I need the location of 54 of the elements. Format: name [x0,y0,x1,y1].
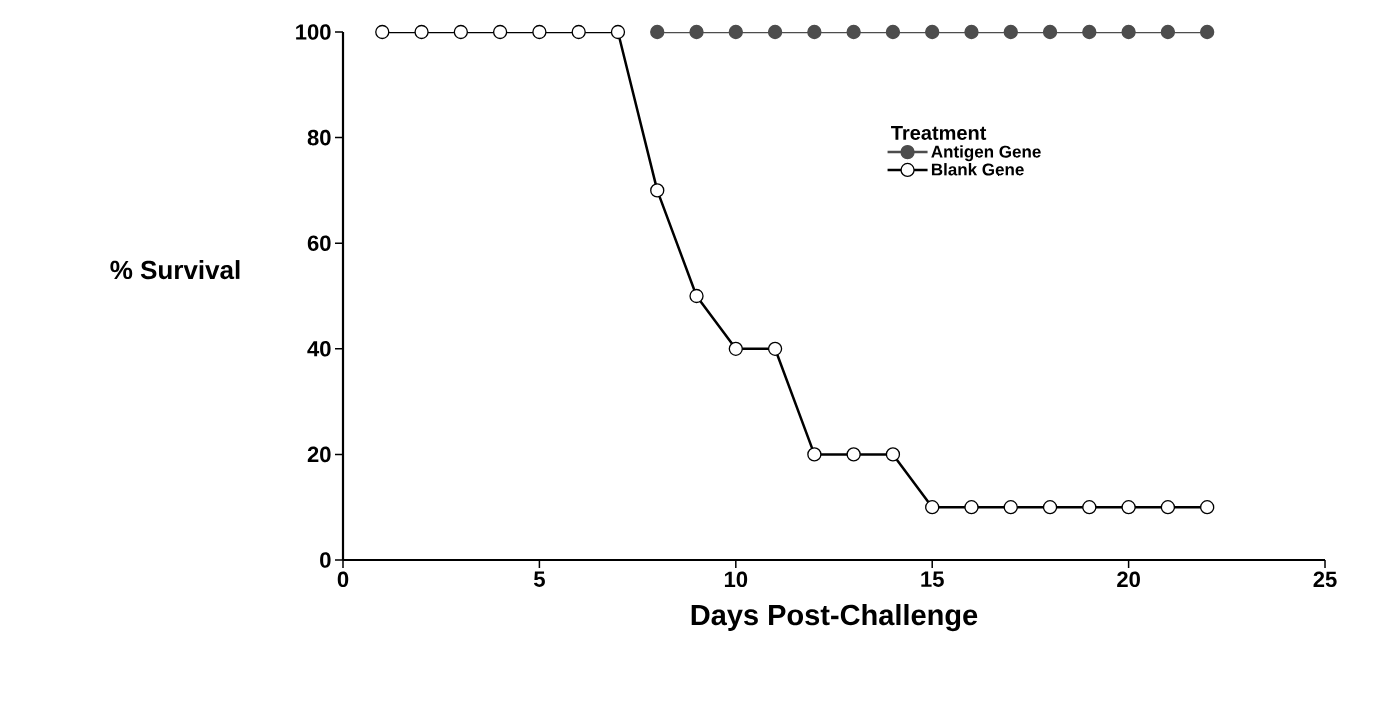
x-tick-label: 20 [1117,571,1140,588]
point [453,24,468,40]
x-tick-label: 10 [724,571,748,588]
point [1160,500,1176,515]
point [1082,24,1097,40]
point [375,24,390,40]
y-axis-title: % Survival [110,260,240,280]
x-tick-label: 15 [921,571,944,587]
point [885,24,901,40]
point [689,288,704,304]
legend-title: Treatment [891,125,987,140]
point [610,24,626,40]
x-axis-title: Days Post-Challenge [691,603,978,632]
point [1121,500,1136,515]
point [964,500,979,515]
point [1200,24,1215,40]
x-tick-label: 25 [1313,571,1337,588]
y-tick-label: 0 [320,552,331,568]
x-tick-label: 0 [337,571,349,588]
y-tick-label: 100 [296,24,331,40]
point [1121,24,1136,40]
point [1042,500,1058,515]
point [1160,24,1176,40]
point [728,341,743,356]
point [846,24,861,40]
point [650,183,665,198]
point [1003,24,1018,40]
point [1082,500,1097,515]
legend-label: Antigen Gene [931,145,1041,162]
point [492,24,508,40]
point [1042,24,1058,40]
legend-label: Blank Gene [931,163,1024,176]
point [767,24,783,40]
point [1200,500,1215,515]
point [532,24,547,40]
point [925,24,940,40]
point [807,447,822,462]
point [414,24,429,40]
y-tick-label: 80 [307,129,331,146]
point [728,24,743,40]
point [1003,500,1018,515]
point [571,24,586,40]
y-tick-label: 40 [307,341,331,357]
point [650,24,665,40]
point [767,341,783,356]
y-tick-label: 20 [307,446,331,463]
point [964,24,979,40]
y-tick-label: 60 [307,235,331,251]
point [807,24,822,40]
point [689,24,704,40]
x-tick-label: 5 [533,571,545,587]
point [925,500,940,515]
point [885,447,901,462]
point [846,447,861,462]
